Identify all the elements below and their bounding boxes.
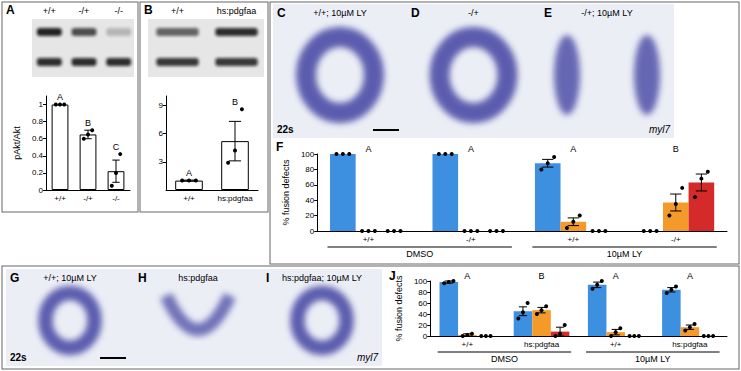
svg-text:-/+: -/+ <box>466 235 476 244</box>
svg-text:A: A <box>365 144 371 154</box>
svg-text:E: E <box>544 6 552 20</box>
svg-text:+/+: +/+ <box>363 235 375 244</box>
svg-text:0: 0 <box>310 227 315 236</box>
svg-text:hs:pdgfaa: hs:pdgfaa <box>217 194 253 203</box>
svg-text:hs:pdgfaa: hs:pdgfaa <box>178 273 218 283</box>
svg-text:H: H <box>138 271 147 285</box>
svg-text:22s: 22s <box>277 124 294 135</box>
svg-text:A: A <box>687 271 693 281</box>
svg-text:60: 60 <box>418 299 427 308</box>
svg-text:A: A <box>186 168 192 178</box>
svg-text:J: J <box>389 269 396 283</box>
svg-text:100: 100 <box>301 150 315 159</box>
svg-text:B: B <box>85 118 91 128</box>
svg-text:A: A <box>464 271 470 281</box>
svg-text:-/+: -/+ <box>671 235 681 244</box>
svg-text:-/+; 10µM LY: -/+; 10µM LY <box>581 8 632 18</box>
svg-text:myl7: myl7 <box>357 352 379 363</box>
svg-text:C: C <box>113 142 120 152</box>
svg-text:hs:pdgfaa: hs:pdgfaa <box>217 6 257 16</box>
svg-text:G: G <box>10 271 19 285</box>
svg-text:A: A <box>570 144 576 154</box>
svg-text:60: 60 <box>305 180 314 189</box>
svg-text:6: 6 <box>159 129 164 138</box>
svg-text:-/+: -/+ <box>468 8 479 18</box>
svg-text:pAkt/Akt: pAkt/Akt <box>12 126 22 160</box>
svg-text:20: 20 <box>418 321 427 330</box>
svg-text:B: B <box>144 3 153 17</box>
svg-text:-/+: -/+ <box>79 6 90 16</box>
svg-text:10µM LY: 10µM LY <box>607 249 643 259</box>
svg-text:% fusion defects: % fusion defects <box>281 159 291 226</box>
svg-text:% fusion defects: % fusion defects <box>394 275 404 342</box>
svg-text:1: 1 <box>39 100 44 109</box>
svg-text:+/+: +/+ <box>462 340 474 349</box>
svg-text:40: 40 <box>305 196 314 205</box>
svg-text:-/-: -/- <box>114 6 123 16</box>
svg-text:22s: 22s <box>10 352 27 363</box>
svg-text:+/+: +/+ <box>43 6 56 16</box>
svg-text:A: A <box>468 144 474 154</box>
svg-text:100: 100 <box>414 277 428 286</box>
svg-text:9: 9 <box>159 101 164 110</box>
svg-text:0.6: 0.6 <box>32 134 44 143</box>
svg-text:D: D <box>411 6 420 20</box>
svg-text:0.4: 0.4 <box>32 151 44 160</box>
svg-text:20: 20 <box>305 211 314 220</box>
svg-text:myl7: myl7 <box>649 124 671 135</box>
svg-text:DMSO: DMSO <box>491 354 518 364</box>
svg-text:0.2: 0.2 <box>32 168 44 177</box>
svg-text:+/+: +/+ <box>54 194 66 203</box>
svg-text:+/+: +/+ <box>171 6 184 16</box>
svg-text:hs:pdgfaa; 10µM LY: hs:pdgfaa; 10µM LY <box>282 273 362 283</box>
svg-text:0: 0 <box>423 332 428 341</box>
svg-text:40: 40 <box>418 310 427 319</box>
svg-text:DMSO: DMSO <box>406 249 433 259</box>
svg-text:A: A <box>6 3 15 17</box>
svg-text:F: F <box>276 140 283 154</box>
svg-text:+/+: +/+ <box>183 194 195 203</box>
svg-text:+/+; 10µM LY: +/+; 10µM LY <box>313 8 367 18</box>
svg-text:C: C <box>277 6 286 20</box>
svg-text:+/+; 10µM LY: +/+; 10µM LY <box>43 273 97 283</box>
svg-text:B: B <box>539 271 545 281</box>
svg-text:0: 0 <box>39 186 44 195</box>
svg-text:-/+: -/+ <box>83 194 93 203</box>
svg-text:80: 80 <box>418 288 427 297</box>
svg-text:B: B <box>232 97 238 107</box>
svg-text:3: 3 <box>159 157 164 166</box>
svg-text:-/-: -/- <box>112 194 120 203</box>
svg-text:A: A <box>57 92 63 102</box>
svg-text:hs:pdgfaa: hs:pdgfaa <box>672 340 708 349</box>
svg-text:I: I <box>266 271 269 285</box>
svg-text:0.8: 0.8 <box>32 117 44 126</box>
svg-text:+/+: +/+ <box>568 235 580 244</box>
svg-text:80: 80 <box>305 165 314 174</box>
svg-text:B: B <box>673 144 679 154</box>
svg-text:hs:pdgfaa: hs:pdgfaa <box>524 340 560 349</box>
svg-text:A: A <box>613 271 619 281</box>
svg-text:10µM LY: 10µM LY <box>635 354 671 364</box>
svg-text:+/+: +/+ <box>610 340 622 349</box>
